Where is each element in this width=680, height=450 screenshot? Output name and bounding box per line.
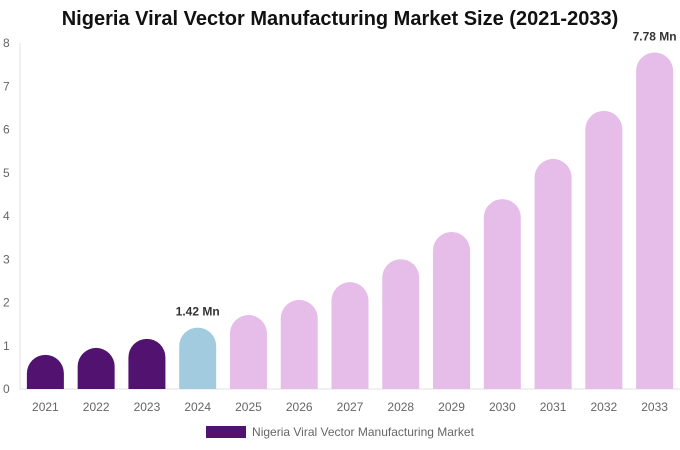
chart-title: Nigeria Viral Vector Manufacturing Marke… [61,8,619,30]
bar-2023 [128,338,166,389]
data-label: 1.42 Mn [176,305,220,319]
x-tick-label: 2031 [540,400,567,414]
y-tick-label: 6 [3,123,10,137]
y-tick-label: 4 [3,209,10,223]
bar-2025 [229,315,267,389]
bar-2024 [179,327,217,389]
legend-swatch [206,426,247,438]
legend: Nigeria Viral Vector Manufacturing Marke… [0,425,680,439]
y-tick-label: 7 [3,79,10,93]
bar-2021 [26,354,64,389]
bar-2033 [636,52,674,389]
x-tick-label: 2027 [337,400,364,414]
bar-2027 [331,282,369,389]
y-tick-label: 0 [3,382,10,396]
bar-2022 [77,347,115,389]
bar-2031 [534,158,572,389]
x-tick-label: 2023 [134,400,161,414]
x-tick-label: 2025 [235,400,262,414]
bar-2026 [280,299,318,389]
x-tick-label: 2021 [32,400,59,414]
legend-label: Nigeria Viral Vector Manufacturing Marke… [252,425,474,439]
data-label: 7.78 Mn [633,30,677,44]
x-tick-label: 2032 [590,400,617,414]
y-tick-label: 8 [3,36,10,50]
x-tick-label: 2029 [438,400,465,414]
bar-2030 [483,199,521,389]
y-tick-label: 3 [3,252,10,266]
x-tick-label: 2024 [184,400,211,414]
y-tick-label: 5 [3,166,10,180]
bar-2029 [433,232,471,389]
bar-2032 [585,110,623,389]
x-tick-label: 2030 [489,400,516,414]
y-tick-label: 1 [3,339,10,353]
x-tick-label: 2026 [286,400,313,414]
x-tick-label: 2033 [641,400,668,414]
x-tick-label: 2022 [83,400,110,414]
y-tick-label: 2 [3,296,10,310]
x-tick-label: 2028 [387,400,414,414]
bar-2028 [382,259,420,389]
